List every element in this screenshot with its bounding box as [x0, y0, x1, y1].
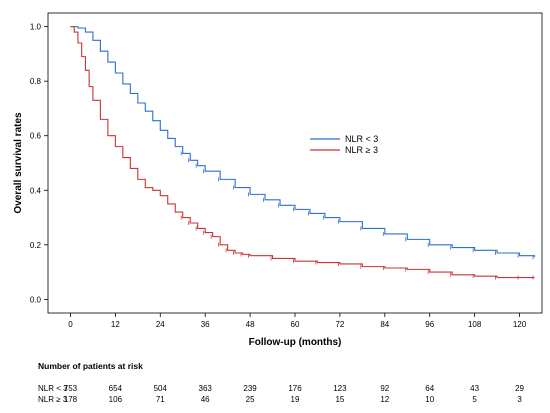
x-tick-label: 72 [335, 320, 344, 329]
risk-count: 92 [380, 384, 389, 393]
legend: NLR < 3 NLR ≥ 3 [310, 134, 378, 155]
x-tick-label: 0 [68, 320, 73, 329]
plot-frame [47, 12, 543, 314]
risk-count: 10 [425, 395, 434, 404]
survival-curve-nlr-high [70, 26, 535, 279]
risk-count: 239 [243, 384, 257, 393]
risk-count: 123 [333, 384, 347, 393]
risk-table-title: Number of patients at risk [38, 361, 143, 371]
x-tick-label: 60 [291, 320, 300, 329]
risk-count: 178 [64, 395, 78, 404]
risk-count: 5 [472, 395, 477, 404]
risk-count: 753 [64, 384, 78, 393]
y-tick-label: 1.0 [30, 23, 42, 32]
risk-count: 3 [517, 395, 522, 404]
risk-count: 43 [470, 384, 479, 393]
x-tick-label: 108 [468, 320, 482, 329]
y-axis: 0.0 0.2 0.4 0.6 0.8 1.0 [30, 23, 48, 304]
survival-curves [70, 26, 536, 280]
survival-curve-nlr-low [70, 26, 536, 258]
x-axis: 0 12 24 36 48 60 72 84 96 108 120 [68, 313, 527, 329]
risk-count: 363 [199, 384, 213, 393]
risk-count: 71 [156, 395, 165, 404]
risk-count: 176 [288, 384, 302, 393]
y-tick-label: 0.4 [30, 186, 42, 195]
x-tick-label: 48 [246, 320, 255, 329]
y-axis-title: Overall survival rates [13, 112, 24, 214]
risk-count: 19 [291, 395, 300, 404]
y-tick-label: 0.0 [30, 295, 42, 304]
risk-count: 29 [515, 384, 524, 393]
legend-label-nlr-high: NLR ≥ 3 [345, 145, 378, 155]
risk-count: 12 [380, 395, 389, 404]
y-tick-label: 0.6 [30, 132, 42, 141]
risk-count: 46 [201, 395, 210, 404]
x-tick-label: 120 [513, 320, 527, 329]
risk-count: 654 [109, 384, 123, 393]
legend-label-nlr-low: NLR < 3 [345, 134, 378, 144]
x-axis-title: Follow-up (months) [249, 337, 342, 348]
risk-count: 64 [425, 384, 434, 393]
x-tick-label: 36 [201, 320, 210, 329]
x-tick-label: 84 [380, 320, 389, 329]
risk-count: 106 [109, 395, 123, 404]
risk-count: 25 [246, 395, 255, 404]
x-tick-label: 24 [156, 320, 165, 329]
x-tick-label: 96 [425, 320, 434, 329]
risk-row-label: NLR ≥ 3 [38, 395, 68, 404]
risk-count: 15 [335, 395, 344, 404]
y-tick-label: 0.8 [30, 77, 42, 86]
y-tick-label: 0.2 [30, 241, 42, 250]
risk-count: 504 [154, 384, 168, 393]
x-tick-label: 12 [111, 320, 120, 329]
risk-row-label: NLR < 3 [38, 384, 68, 393]
